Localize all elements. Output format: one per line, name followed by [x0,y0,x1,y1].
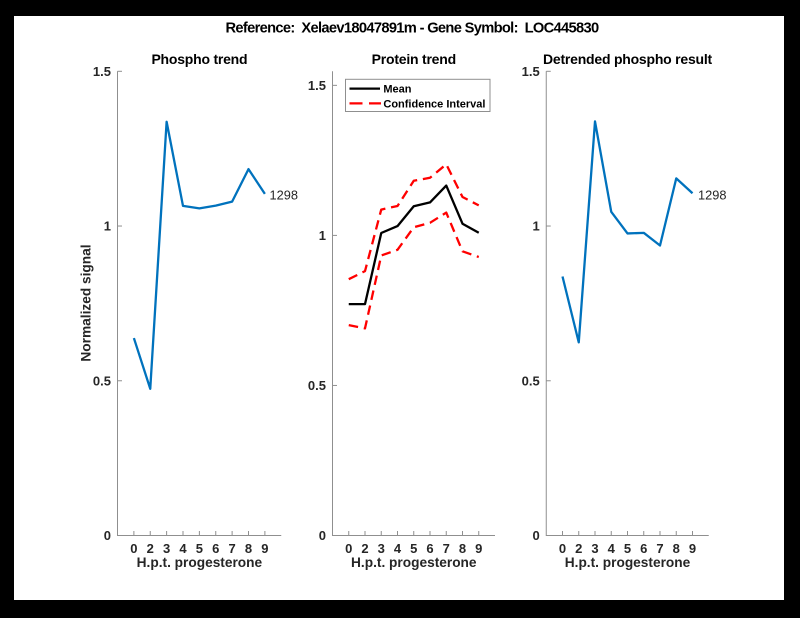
svg-text:0.5: 0.5 [93,373,111,388]
svg-text:1: 1 [104,219,111,234]
svg-text:9: 9 [261,541,268,556]
svg-text:4: 4 [394,541,402,556]
svg-text:H.p.t. progesterone: H.p.t. progesterone [137,555,263,570]
svg-text:Detrended phospho result: Detrended phospho result [543,51,713,67]
svg-text:7: 7 [656,541,663,556]
svg-text:8: 8 [245,541,252,556]
svg-text:Phospho trend: Phospho trend [151,51,247,67]
svg-text:0: 0 [533,528,540,543]
svg-text:1.5: 1.5 [308,78,326,93]
svg-text:4: 4 [608,541,616,556]
svg-text:4: 4 [179,541,187,556]
svg-text:6: 6 [426,541,433,556]
svg-text:H.p.t. progesterone: H.p.t. progesterone [565,555,691,570]
svg-text:3: 3 [591,541,598,556]
svg-text:1.5: 1.5 [93,64,111,79]
svg-text:5: 5 [624,541,631,556]
svg-text:3: 3 [163,541,170,556]
svg-text:1298: 1298 [270,188,298,203]
svg-text:Normalized signal: Normalized signal [79,244,94,361]
svg-text:0: 0 [345,541,352,556]
svg-text:6: 6 [212,541,219,556]
svg-text:Reference: Xelaev18047891m -: Reference: Xelaev18047891m - Gene Symbol… [226,20,599,36]
svg-text:0: 0 [559,541,566,556]
svg-text:9: 9 [689,541,696,556]
svg-text:8: 8 [673,541,680,556]
svg-text:2: 2 [361,541,368,556]
svg-text:2: 2 [147,541,154,556]
svg-text:0: 0 [104,528,111,543]
svg-text:9: 9 [475,541,482,556]
svg-text:7: 7 [443,541,450,556]
svg-text:H.p.t. progesterone: H.p.t. progesterone [351,555,477,570]
svg-text:1: 1 [319,228,326,243]
svg-text:Protein trend: Protein trend [372,51,456,67]
svg-text:7: 7 [229,541,236,556]
svg-text:0.5: 0.5 [522,373,540,388]
svg-text:6: 6 [640,541,647,556]
svg-text:Mean: Mean [383,84,411,96]
svg-text:0: 0 [130,541,137,556]
svg-text:Confidence Interval: Confidence Interval [383,98,485,110]
svg-text:5: 5 [410,541,417,556]
svg-text:1298: 1298 [698,188,726,203]
svg-text:2: 2 [575,541,582,556]
svg-text:1: 1 [533,219,540,234]
svg-text:5: 5 [196,541,203,556]
svg-text:1.5: 1.5 [522,64,540,79]
svg-text:3: 3 [378,541,385,556]
svg-text:0.5: 0.5 [308,378,326,393]
svg-text:0: 0 [319,528,326,543]
svg-text:8: 8 [459,541,466,556]
